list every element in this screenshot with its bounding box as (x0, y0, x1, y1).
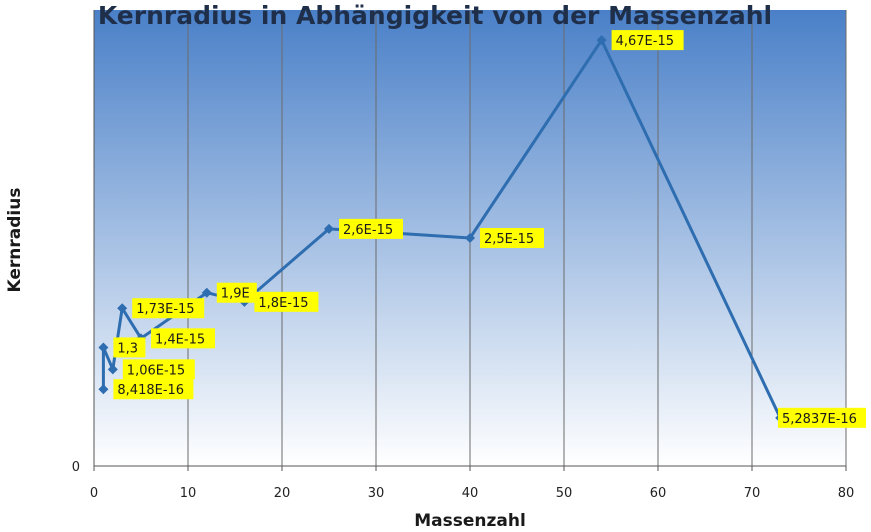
data-label: 5,2837E-16 (778, 407, 866, 428)
x-tick-label: 20 (274, 486, 291, 501)
data-label-text: 1,8E-15 (258, 296, 308, 311)
data-label-text: 8,418E-16 (117, 383, 184, 398)
y-tick-labels: 0 (72, 460, 80, 475)
x-tick-label: 50 (556, 486, 573, 501)
chart-title: Kernradius in Abhängigkeit von der Masse… (98, 1, 772, 30)
data-point (201, 287, 212, 298)
data-label-bg (254, 291, 319, 312)
data-label: 1,4E-15 (151, 328, 215, 349)
x-tick-label: 70 (744, 486, 761, 501)
data-point (117, 303, 128, 314)
data-label-bg (122, 359, 195, 380)
data-label: 1,3 (113, 337, 146, 358)
data-label-bg (339, 218, 403, 239)
data-label-text: 1,06E-15 (127, 363, 185, 378)
data-label-text: 1,4E-15 (155, 332, 205, 347)
data-label: 1,8E-15 (254, 291, 319, 312)
x-tick-label: 10 (180, 486, 197, 501)
data-point (465, 233, 475, 243)
data-label-text: 5,2837E-16 (782, 412, 857, 427)
data-label-bg (216, 282, 257, 303)
axes (93, 10, 847, 471)
x-tick-labels: 0 10 20 30 40 50 60 70 80 (90, 486, 854, 501)
data-label-bg (480, 228, 544, 248)
x-tick-label: 40 (462, 486, 479, 501)
data-label: 2,5E-15 (480, 228, 544, 248)
data-label: 4,67E-15 (611, 30, 684, 51)
data-label: 2,6E-15 (339, 218, 403, 239)
data-point (107, 364, 118, 375)
data-label-bg (611, 30, 684, 51)
data-label: 8,418E-16 (113, 379, 194, 400)
data-label-bg (778, 407, 866, 428)
data-label-text: 2,5E-15 (484, 232, 534, 247)
x-axis-title: Massenzahl (414, 511, 526, 531)
data-point (98, 384, 109, 395)
data-label: 1,06E-15 (122, 359, 195, 380)
data-label: 1,73E-15 (132, 298, 205, 319)
data-label-text: 1,73E-15 (136, 302, 194, 317)
data-label-text: 4,67E-15 (616, 34, 674, 49)
data-label-text: 2,6E-15 (343, 223, 393, 238)
y-axis-title: Kernradius (5, 188, 25, 293)
x-tick-label: 30 (368, 486, 385, 501)
data-label: 1,9E (216, 282, 257, 303)
data-label-bg (132, 298, 205, 319)
data-label-bg (151, 328, 215, 349)
data-label-text: 1,9E (221, 287, 250, 302)
data-label-bg (113, 379, 194, 400)
data-point (324, 223, 334, 234)
data-point (98, 342, 109, 353)
data-point (596, 35, 607, 46)
series-line (98, 35, 786, 423)
data-label-bg (113, 337, 146, 358)
data-labels: 8,418E-16 1,3 1,06E-15 1,73E-15 1,4E-15 1,9E 1… (113, 30, 866, 428)
x-tick-label: 80 (838, 486, 855, 501)
data-label-text: 1,3 (117, 341, 138, 356)
x-tick-label: 60 (650, 486, 667, 501)
x-tick-label: 0 (90, 486, 98, 501)
y-tick-label: 0 (72, 460, 80, 475)
